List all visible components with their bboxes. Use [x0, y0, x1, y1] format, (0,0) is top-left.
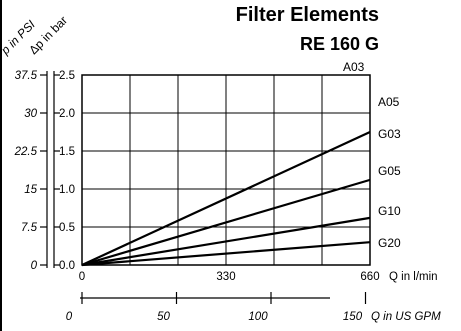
series-line-g10 [81, 216, 371, 267]
left-border [0, 0, 2, 331]
x-tick-label: 0 [79, 271, 85, 283]
series-label-a05: A05 [378, 95, 400, 109]
chart-title: Filter Elements [235, 4, 379, 26]
x-tick-label: 660 [360, 271, 379, 283]
bar-tick-label: 2.0 [59, 108, 75, 120]
bar-tick-label: 0.5 [59, 222, 75, 234]
bar-tick-label: 0.0 [59, 260, 75, 272]
psi-tick-label: 37.5 [15, 70, 38, 82]
gpm-tick-label: 150 [343, 311, 363, 323]
series-label-g20: G20 [378, 236, 401, 250]
psi-tick-label: 30 [24, 108, 37, 120]
series-label-a03: A03 [343, 60, 365, 74]
bar-tick-label: 1.0 [59, 184, 75, 196]
bar-axis-title: Δp in bar [26, 13, 70, 57]
bar-tick-label: 2.5 [59, 70, 75, 82]
chart-axes [40, 71, 367, 304]
x-axis-title: Q in l/min [389, 271, 438, 283]
psi-tick-label: 7.5 [21, 222, 38, 234]
series-label-g10: G10 [378, 204, 401, 218]
x-tick-label: 330 [216, 271, 235, 283]
gpm-axis-title: Q in US GPM [371, 311, 441, 323]
series-line-g03 [81, 131, 371, 266]
psi-tick-label: 0 [31, 260, 38, 272]
gpm-tick-label: 0 [66, 311, 73, 323]
series-line-g20 [81, 241, 371, 267]
series-label-g03: G03 [378, 127, 401, 141]
psi-tick-label: 22.5 [14, 146, 38, 158]
chart-subtitle: RE 160 G [299, 34, 379, 54]
bar-tick-label: 1.5 [59, 146, 75, 158]
psi-tick-label: 15 [24, 184, 37, 196]
gpm-tick-label: 50 [157, 311, 170, 323]
gpm-tick-label: 100 [248, 311, 268, 323]
series-label-g05: G05 [378, 164, 401, 178]
series-lines [81, 131, 371, 267]
series-line-g05 [81, 178, 371, 267]
chart-grid [81, 74, 371, 266]
